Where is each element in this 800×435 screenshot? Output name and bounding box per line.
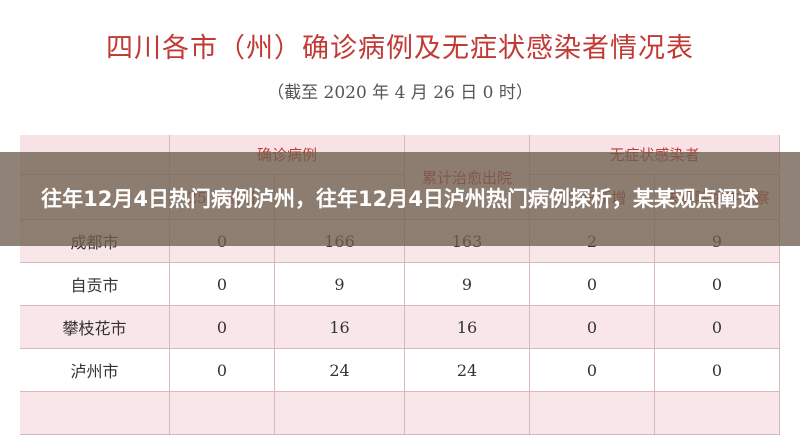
value-cell: 0 (530, 349, 655, 392)
table-title: 四川各市（州）确诊病例及无症状感染者情况表 (106, 33, 694, 64)
empty-cell (655, 392, 780, 435)
value-cell: 24 (405, 349, 530, 392)
empty-cell (530, 392, 655, 435)
empty-cell (275, 392, 405, 435)
value-cell: 0 (170, 306, 275, 349)
value-cell: 16 (405, 306, 530, 349)
value-cell: 0 (655, 263, 780, 306)
value-cell: 9 (405, 263, 530, 306)
page: 四川各市（州）确诊病例及无症状感染者情况表 （截至 2020 年 4 月 26 … (0, 33, 800, 435)
value-cell: 0 (170, 263, 275, 306)
value-cell: 24 (275, 349, 405, 392)
table-subtitle: （截至 2020 年 4 月 26 日 0 时） (267, 83, 533, 103)
city-cell: 攀枝花市 (20, 306, 170, 349)
headline-banner: 往年12月4日热门病例泸州，往年12月4日泸州热门病例探析，某某观点阐述 (0, 152, 800, 246)
empty-cell (170, 392, 275, 435)
value-cell: 9 (275, 263, 405, 306)
value-cell: 0 (530, 263, 655, 306)
headline: 往年12月4日热门病例泸州，往年12月4日泸州热门病例探析，某某观点阐述 (41, 186, 759, 211)
city-cell: 自贡市 (20, 263, 170, 306)
empty-cell (20, 392, 170, 435)
city-cell: 泸州市 (20, 349, 170, 392)
value-cell: 0 (170, 349, 275, 392)
empty-cell (405, 392, 530, 435)
value-cell: 0 (530, 306, 655, 349)
value-cell: 0 (655, 349, 780, 392)
value-cell: 0 (655, 306, 780, 349)
value-cell: 16 (275, 306, 405, 349)
